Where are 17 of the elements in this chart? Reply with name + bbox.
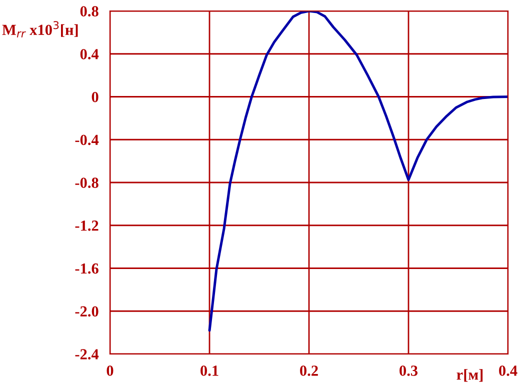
x-tick-label: 0.2 — [300, 366, 318, 376]
y-tick-label: 0.8 — [80, 6, 98, 17]
x-tick-label: 0.3 — [400, 366, 418, 376]
y-tick-label: -2.4 — [75, 349, 99, 360]
y-tick-label: -0.4 — [75, 134, 99, 146]
x-tick-label: 0.1 — [200, 366, 218, 376]
x-axis-title: r[м] — [456, 369, 483, 382]
y-tick-label: 0.4 — [80, 49, 99, 60]
y-tick-label: -1.6 — [75, 263, 98, 274]
y-tick-label: -1.2 — [75, 220, 98, 231]
y-tick-label: -2.0 — [75, 306, 98, 317]
y-tick-label: -0.8 — [75, 178, 98, 188]
y-axis-title: M$_{rr}$ x10$^{3}$[н] — [2, 21, 78, 38]
y-tick-label: 0 — [92, 92, 98, 102]
x-tick-label: 0 — [106, 366, 114, 376]
x-tick-label: 0.4 — [499, 366, 518, 376]
line-series — [208, 11, 508, 332]
